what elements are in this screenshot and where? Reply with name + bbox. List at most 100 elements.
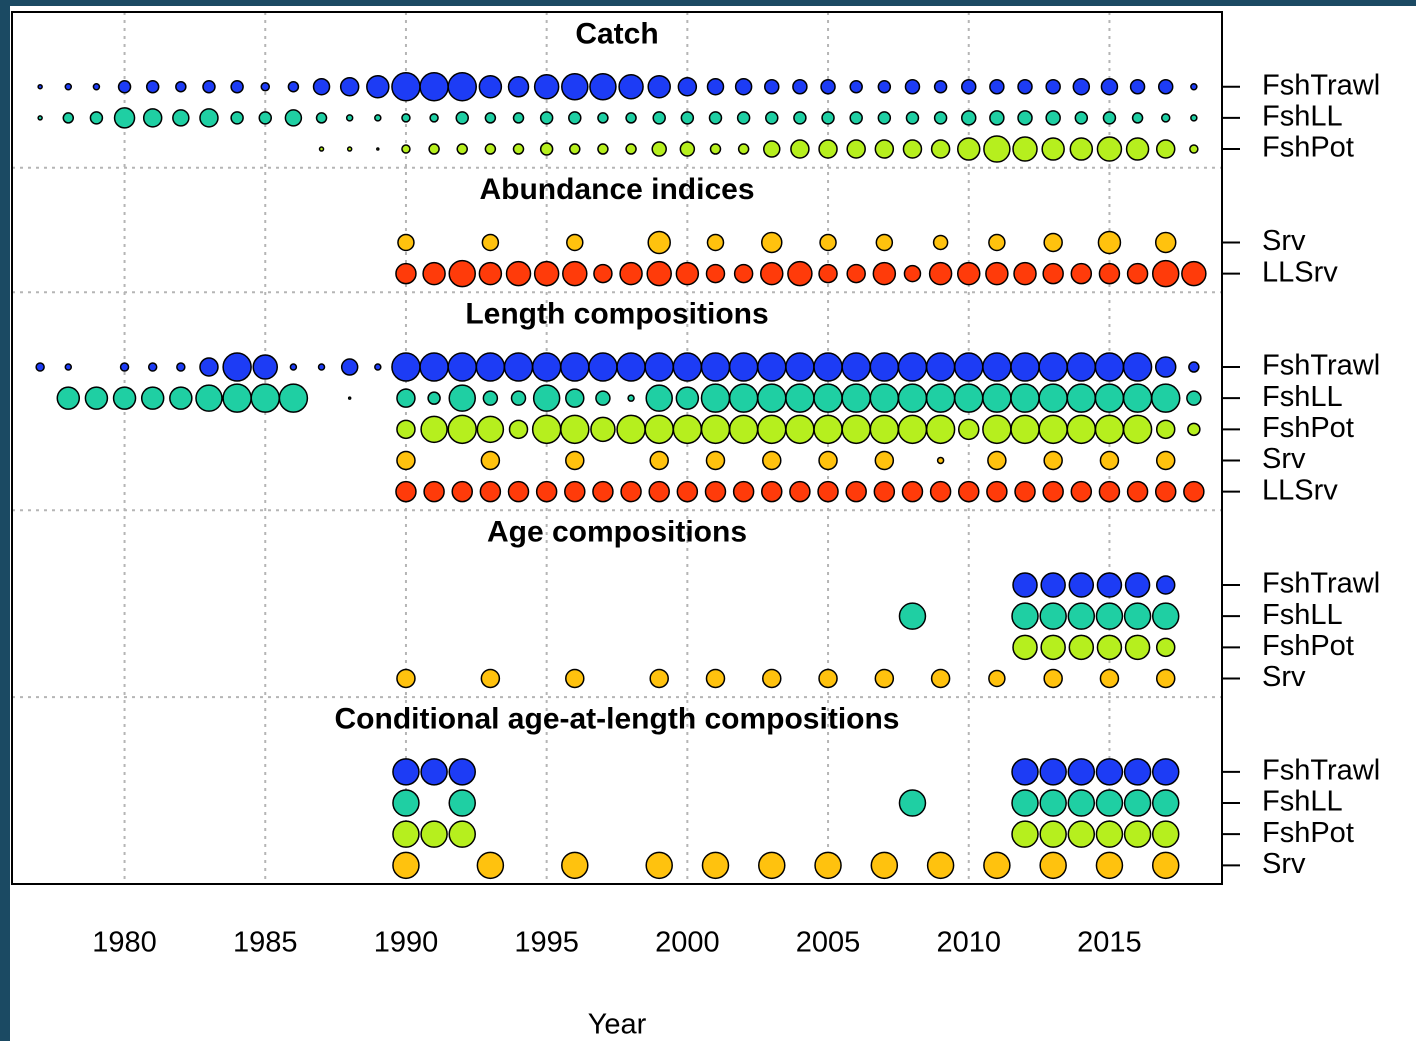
- bubble: [176, 362, 186, 372]
- bubble: [619, 261, 643, 286]
- bubble: [672, 352, 703, 382]
- bubble: [762, 668, 782, 689]
- bubble: [392, 758, 420, 786]
- bubble: [929, 480, 952, 503]
- bubble: [1157, 78, 1174, 95]
- bubble: [625, 112, 637, 124]
- bubble: [680, 111, 695, 125]
- bubble: [1151, 789, 1180, 817]
- bubble: [1069, 137, 1094, 161]
- bubble: [119, 362, 130, 372]
- bubble: [877, 111, 892, 125]
- bubble: [590, 416, 616, 443]
- bubble: [147, 362, 158, 372]
- bubble: [675, 261, 700, 286]
- bubble: [199, 357, 219, 377]
- bubble: [1067, 758, 1096, 786]
- bubble: [1150, 383, 1181, 413]
- bubble: [1151, 758, 1180, 786]
- bubble: [986, 480, 1008, 503]
- row-label: FshPot: [1262, 817, 1354, 849]
- bubble: [675, 386, 700, 410]
- bubble: [789, 480, 811, 503]
- bubble: [1041, 137, 1065, 161]
- bubble: [1100, 77, 1119, 96]
- bubble: [448, 259, 476, 288]
- bubble: [35, 362, 45, 372]
- bubble: [646, 260, 672, 287]
- bubble: [391, 71, 421, 102]
- bubble: [904, 78, 921, 95]
- bubble: [374, 363, 382, 371]
- bubble: [679, 141, 696, 157]
- bubble: [289, 363, 298, 371]
- bubble: [734, 77, 753, 96]
- bubble: [645, 384, 673, 412]
- bubble: [345, 114, 354, 122]
- bubble: [1151, 851, 1180, 880]
- bubble: [420, 415, 448, 444]
- bubble: [1070, 262, 1093, 285]
- bubble: [1126, 480, 1149, 503]
- bubble: [704, 480, 727, 503]
- bubble: [140, 386, 165, 410]
- row-label: FshLL: [1262, 101, 1343, 133]
- bubble: [1151, 820, 1180, 848]
- bubble: [1067, 820, 1096, 848]
- row-label: Srv: [1262, 661, 1306, 693]
- bubble: [898, 789, 927, 817]
- bubble: [846, 263, 866, 284]
- bubble: [535, 480, 558, 503]
- bubble: [818, 139, 838, 159]
- bubble: [1068, 634, 1095, 661]
- bubble: [930, 139, 951, 159]
- bubble: [1038, 414, 1068, 445]
- bubble: [985, 261, 1009, 286]
- bubble: [928, 261, 953, 286]
- marks: [35, 71, 1207, 880]
- bubble: [897, 383, 928, 413]
- bubble: [448, 384, 476, 412]
- x-tick-label: 2010: [936, 927, 1001, 959]
- bubble: [340, 358, 359, 376]
- bubble: [869, 352, 900, 382]
- bubble: [1131, 112, 1144, 124]
- bubble: [645, 851, 673, 880]
- row-label: FshTrawl: [1262, 755, 1380, 787]
- bubble: [902, 139, 923, 159]
- bubble: [897, 414, 928, 445]
- bubble: [933, 79, 948, 94]
- bubble: [396, 419, 416, 440]
- bubble: [814, 851, 842, 880]
- bubble: [933, 111, 948, 125]
- bubble: [765, 111, 779, 125]
- bubble: [505, 260, 532, 287]
- bubble: [817, 480, 839, 503]
- bubble: [423, 480, 445, 503]
- bubble: [987, 450, 1007, 471]
- bubble: [347, 396, 352, 400]
- bubble: [1095, 820, 1124, 848]
- bubble: [625, 143, 637, 155]
- bubble: [989, 110, 1005, 126]
- row-label: Srv: [1262, 225, 1306, 257]
- bubble: [874, 668, 895, 689]
- bubble: [708, 111, 723, 125]
- bubble: [818, 450, 838, 471]
- bubble: [875, 233, 894, 252]
- x-tick-label: 2005: [796, 927, 861, 959]
- bubble: [1155, 450, 1176, 471]
- bubble: [455, 111, 469, 125]
- bubble: [318, 146, 325, 152]
- bubble: [761, 480, 783, 503]
- bubble: [616, 352, 646, 382]
- bubble: [1043, 450, 1063, 471]
- bubble: [1017, 110, 1033, 126]
- section-title: Abundance indices: [479, 173, 754, 206]
- bubble: [392, 851, 420, 880]
- bubble: [1099, 450, 1120, 471]
- bubble: [1122, 414, 1153, 445]
- bubble: [1043, 232, 1063, 253]
